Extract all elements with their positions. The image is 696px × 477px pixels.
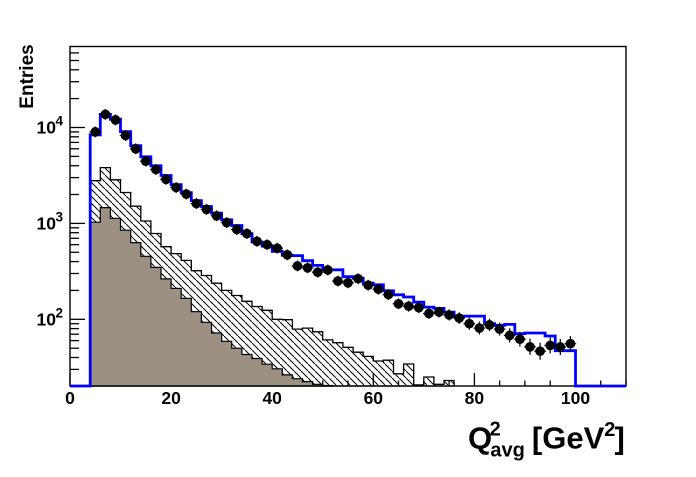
svg-text:80: 80 <box>465 388 485 408</box>
svg-text:Q: Q <box>468 421 492 456</box>
svg-text:10: 10 <box>37 309 57 329</box>
svg-text:avg: avg <box>490 439 524 461</box>
svg-text:[GeV: [GeV <box>532 421 605 456</box>
svg-text:3: 3 <box>56 209 64 224</box>
svg-text:2: 2 <box>490 419 501 441</box>
svg-text:100: 100 <box>561 388 590 408</box>
svg-text:4: 4 <box>56 114 64 129</box>
svg-text:2: 2 <box>56 305 64 320</box>
svg-text:]: ] <box>615 421 625 456</box>
svg-text:60: 60 <box>364 388 384 408</box>
svg-text:10: 10 <box>37 213 57 233</box>
svg-text:Entries: Entries <box>17 44 38 108</box>
svg-text:0: 0 <box>65 388 75 408</box>
svg-text:2: 2 <box>604 419 615 441</box>
svg-text:40: 40 <box>262 388 282 408</box>
svg-text:10: 10 <box>37 118 57 138</box>
svg-text:20: 20 <box>161 388 181 408</box>
